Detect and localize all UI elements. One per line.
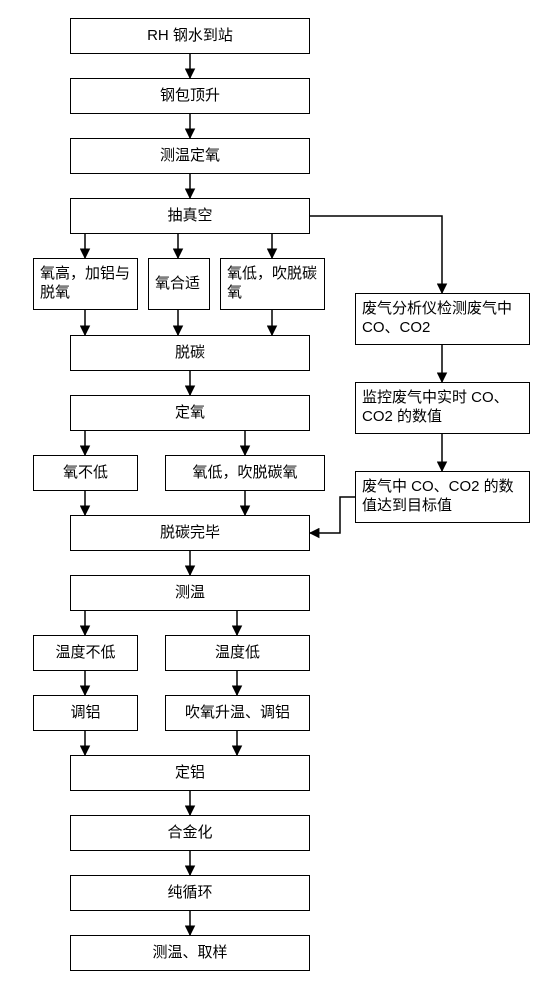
node-n9: 脱碳完毕 xyxy=(70,515,310,551)
node-n11a: 温度不低 xyxy=(33,635,138,671)
node-n11b: 温度低 xyxy=(165,635,310,671)
node-n3: 测温定氧 xyxy=(70,138,310,174)
node-r3: 废气中 CO、CO2 的数值达到目标值 xyxy=(355,471,530,523)
node-r2: 监控废气中实时 CO、CO2 的数值 xyxy=(355,382,530,434)
node-n5a: 氧高，加铝与脱氧 xyxy=(33,258,138,310)
edge-27 xyxy=(310,497,355,533)
node-n13: 定铝 xyxy=(70,755,310,791)
node-n7: 定氧 xyxy=(70,395,310,431)
node-n4: 抽真空 xyxy=(70,198,310,234)
node-n1: RH 钢水到站 xyxy=(70,18,310,54)
node-n5b: 氧合适 xyxy=(148,258,210,310)
node-r1: 废气分析仪检测废气中CO、CO2 xyxy=(355,293,530,345)
node-n12a: 调铝 xyxy=(33,695,138,731)
node-n6: 脱碳 xyxy=(70,335,310,371)
flowchart-canvas: RH 钢水到站钢包顶升测温定氧抽真空氧高，加铝与脱氧氧合适氧低，吹脱碳氧脱碳定氧… xyxy=(0,0,556,1000)
node-n8b: 氧低，吹脱碳氧 xyxy=(165,455,325,491)
node-n16: 测温、取样 xyxy=(70,935,310,971)
node-n14: 合金化 xyxy=(70,815,310,851)
node-n10: 测温 xyxy=(70,575,310,611)
node-n5c: 氧低，吹脱碳氧 xyxy=(220,258,325,310)
node-n12b: 吹氧升温、调铝 xyxy=(165,695,310,731)
node-n8a: 氧不低 xyxy=(33,455,138,491)
node-n15: 纯循环 xyxy=(70,875,310,911)
node-n2: 钢包顶升 xyxy=(70,78,310,114)
edge-24 xyxy=(310,216,442,293)
